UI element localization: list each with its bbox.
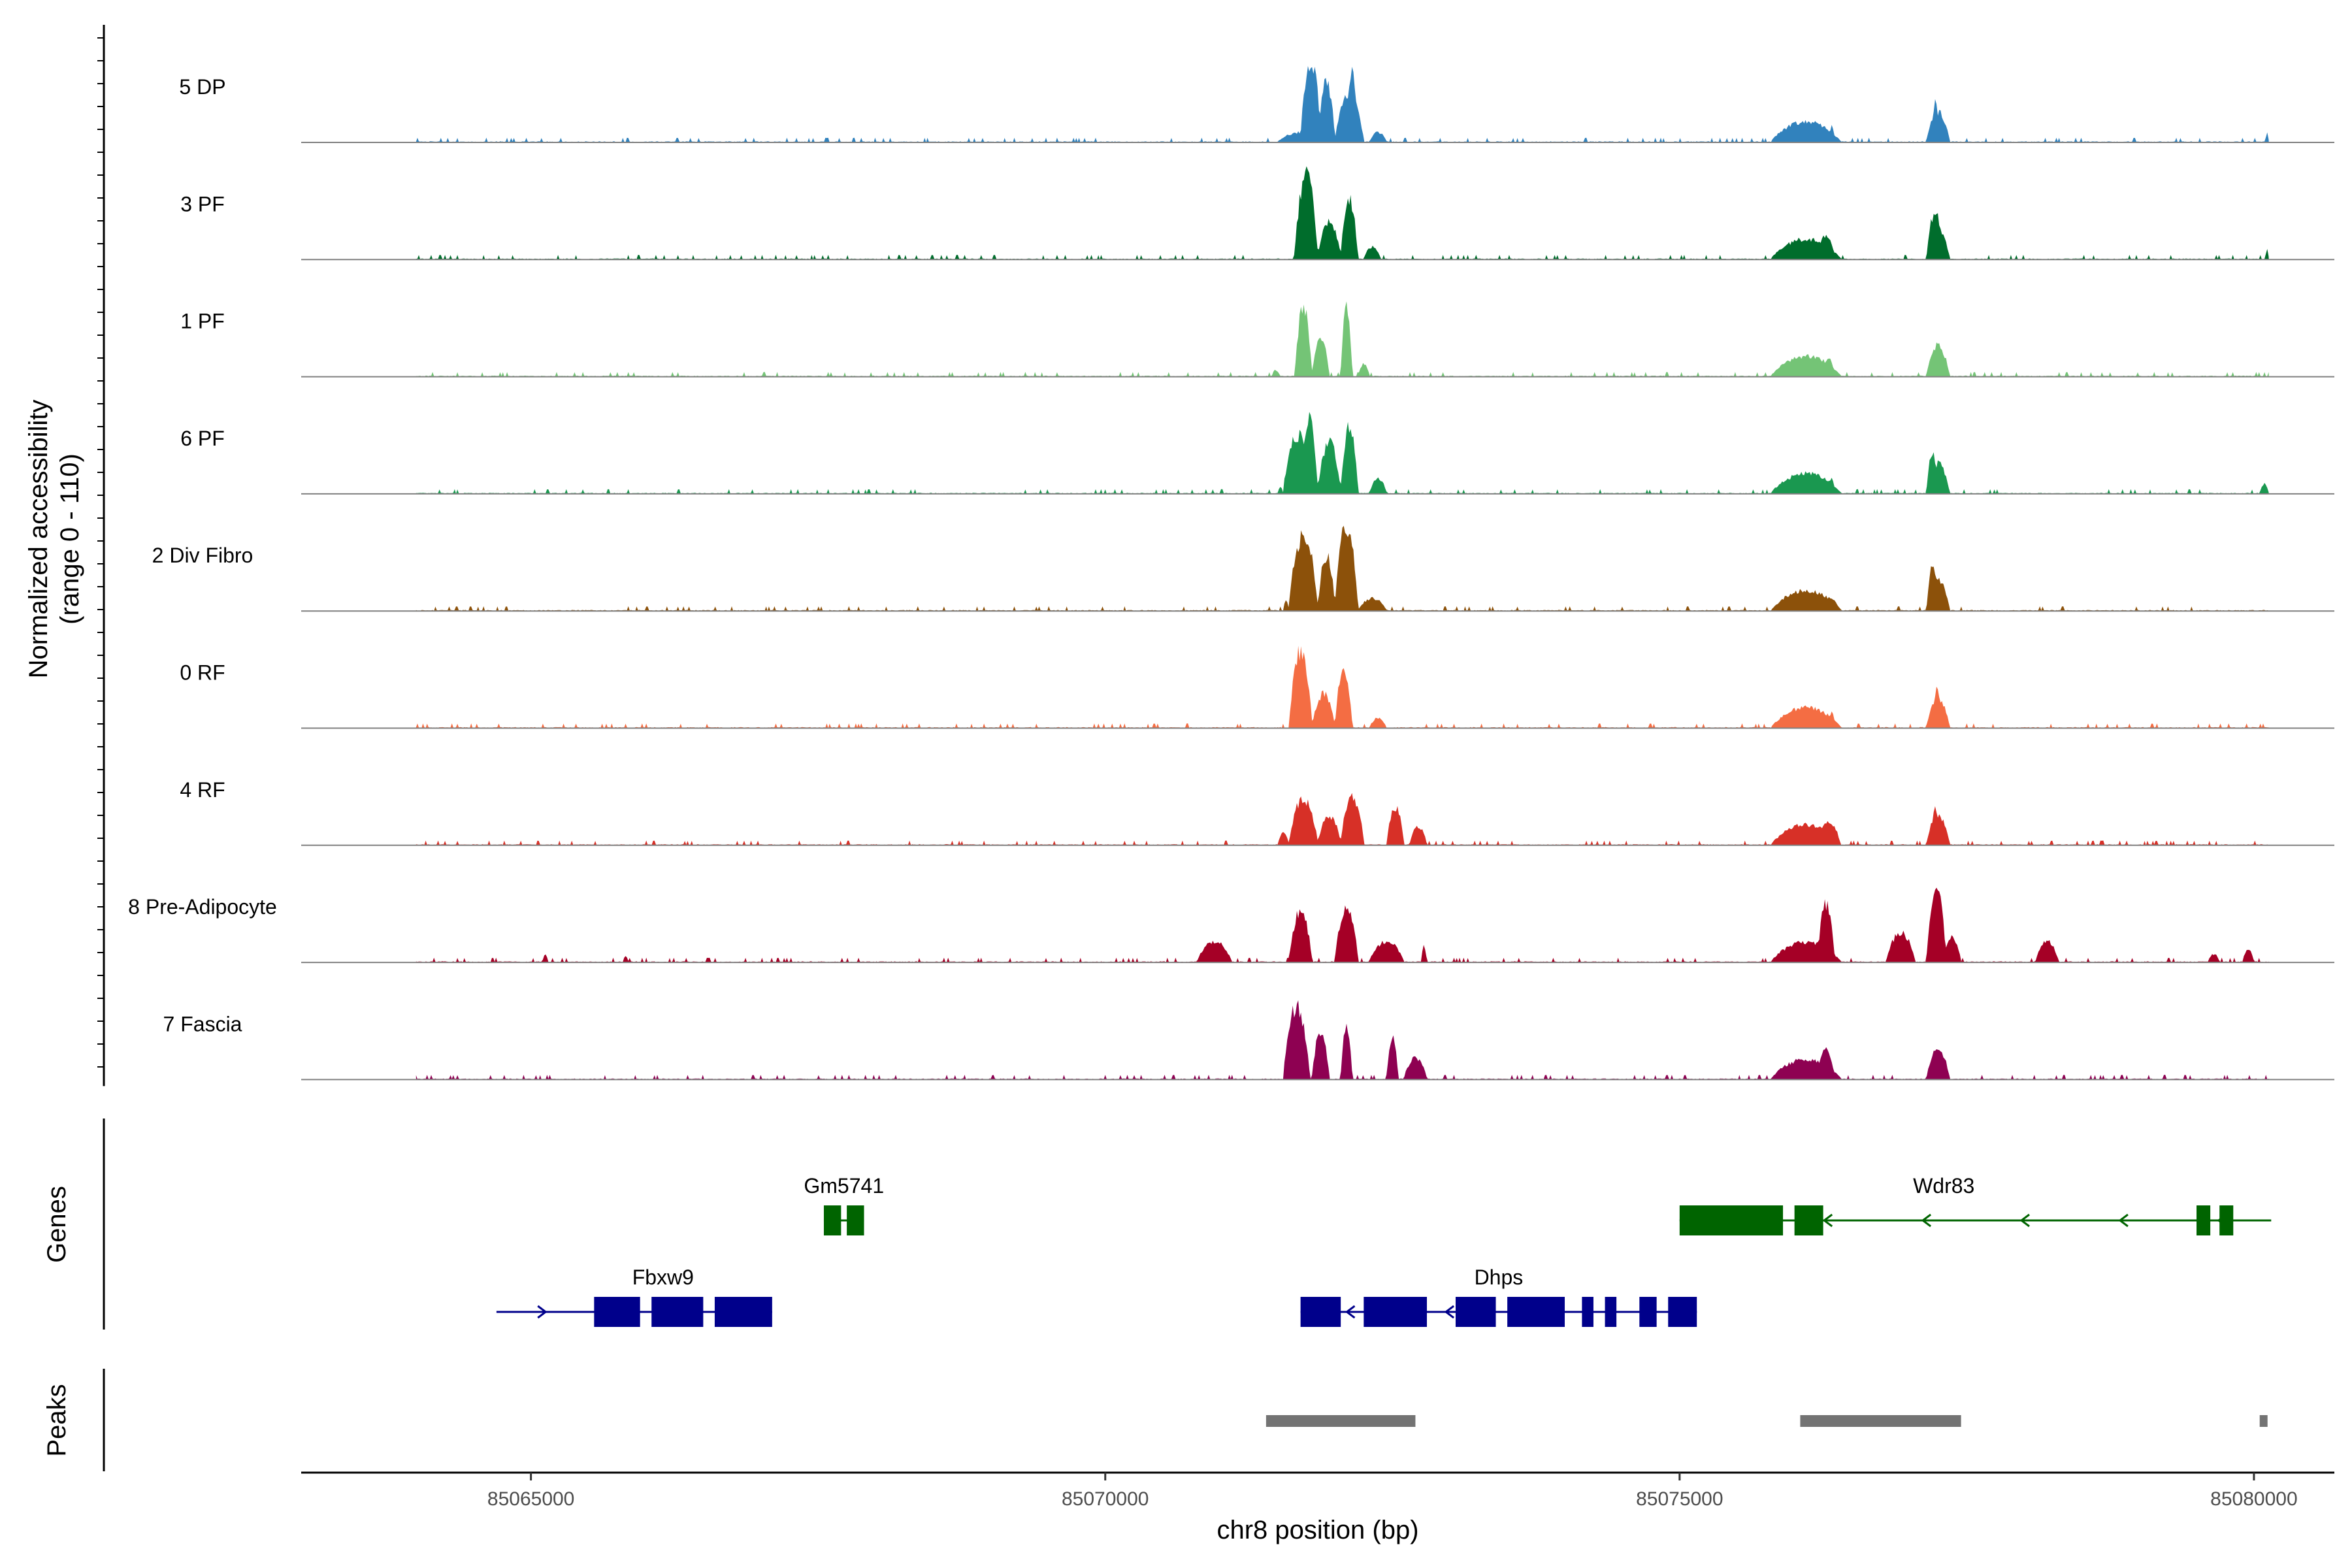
x-tick-label: 85080000 [2210,1488,2297,1510]
coverage-area [416,1000,2269,1080]
gene-exon [714,1297,772,1327]
gene-label: Wdr83 [1913,1174,1974,1198]
coverage-area [416,887,2269,963]
x-tick-label: 85075000 [1636,1488,1723,1510]
gene-gm5741: Gm5741 [804,1174,884,1235]
peak-region [1800,1415,1961,1427]
gene-exon [1639,1297,1657,1327]
y-axis-title-line2: (range 0 - 110) [56,453,84,625]
track-2-div-fibro: 2 Div Fibro [152,525,2334,612]
gene-exon [1300,1297,1341,1327]
gene-wdr83: Wdr83 [1679,1174,2272,1235]
track-8-pre-adipocyte: 8 Pre-Adipocyte [128,887,2334,964]
x-axis-title: chr8 position (bp) [1217,1516,1418,1544]
peak-region [1266,1415,1416,1427]
coverage-area [416,166,2269,260]
coverage-area [416,525,2269,612]
coverage-area [416,645,2269,728]
gene-exon [1507,1297,1565,1327]
gene-label: Fbxw9 [632,1266,694,1289]
track-label: 4 RF [180,778,225,802]
strand-chevron [1345,1305,1356,1319]
gene-exon [1605,1297,1617,1327]
track-5-dp: 5 DP [179,66,2334,143]
gene-label: Gm5741 [804,1174,884,1198]
track-label: 8 Pre-Adipocyte [128,895,277,919]
genes-panel-title: Genes [42,1186,71,1263]
strand-chevron [2019,1213,2030,1228]
gene-annotations: Gm5741 Wdr83 Fbxw9 Dhps [496,1174,2272,1327]
gene-exon [823,1205,841,1235]
track-label: 1 PF [180,310,225,333]
gene-exon [1679,1205,1784,1235]
y-axis-title-line1: Normalized accessibility [24,400,53,679]
x-tick-label: 85065000 [487,1488,574,1510]
coverage-area [416,792,2269,845]
track-label: 2 Div Fibro [152,544,253,567]
track-label: 3 PF [180,192,225,216]
coverage-tracks: 5 DP 3 PF 1 PF 6 PF 2 Div Fibro 0 RF 4 RF 8 Pre… [128,66,2334,1081]
track-label: 5 DP [179,75,225,99]
strand-chevron [1921,1213,1932,1228]
track-label: 0 RF [180,661,225,685]
strand-chevron [1444,1305,1454,1319]
strand-chevron [1822,1213,1833,1228]
track-6-pf: 6 PF [180,412,2334,495]
coverage-area [416,66,2269,142]
peaks-panel-title: Peaks [42,1384,71,1456]
gene-exon [1455,1297,1496,1327]
peak-region [2259,1415,2268,1427]
coverage-area [416,301,2269,377]
track-label: 7 Fascia [163,1012,242,1036]
peak-regions [1266,1415,2268,1427]
coverage-area [416,412,2269,494]
track-3-pf: 3 PF [180,166,2334,261]
track-4-rf: 4 RF [180,778,2334,846]
gene-dhps: Dhps [1300,1266,1697,1327]
gene-exon [594,1297,640,1327]
gene-exon [847,1205,864,1235]
gene-exon [2219,1205,2234,1235]
track-7-fascia: 7 Fascia [163,1000,2334,1081]
gene-exon [1668,1297,1697,1327]
gene-exon [1794,1205,1823,1235]
gene-label: Dhps [1475,1266,1524,1289]
track-0-rf: 0 RF [180,645,2334,729]
gene-fbxw9: Fbxw9 [496,1266,772,1327]
strand-chevron [2118,1213,2129,1228]
gene-exon [651,1297,704,1327]
strand-chevron [537,1305,547,1319]
x-axis-ticks: 85065000 85070000 85075000 85080000 [487,1473,2298,1510]
y-axis [97,25,105,1086]
gene-exon [2197,1205,2211,1235]
gene-exon [1582,1297,1593,1327]
track-label: 6 PF [180,427,225,450]
x-tick-label: 85070000 [1062,1488,1149,1510]
track-1-pf: 1 PF [180,301,2334,378]
gene-exon [1364,1297,1428,1327]
